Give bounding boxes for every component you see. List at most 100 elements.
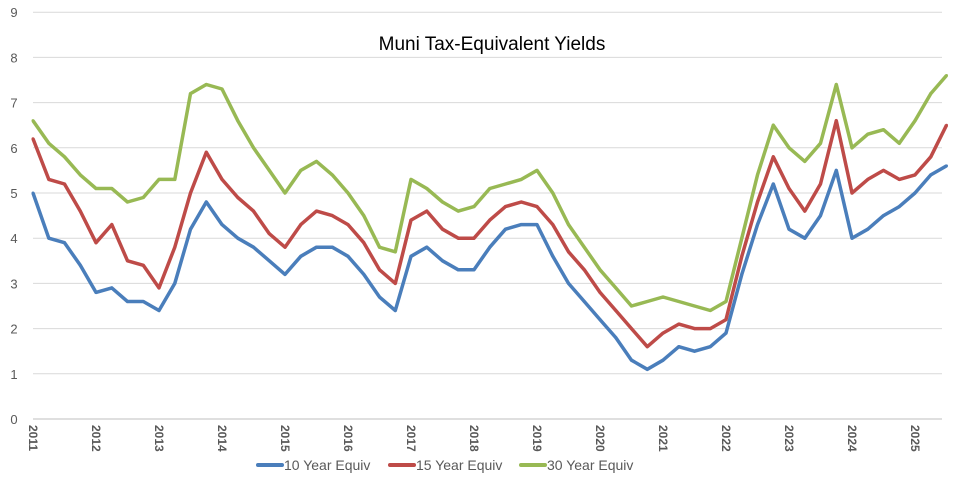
- legend-label: 10 Year Equiv: [284, 457, 370, 473]
- data-point: [220, 177, 224, 181]
- data-point: [456, 209, 460, 213]
- x-tick-label: 2022: [719, 425, 733, 452]
- data-point: [834, 119, 838, 123]
- data-point: [708, 345, 712, 349]
- data-point: [441, 200, 444, 204]
- data-point: [425, 245, 429, 249]
- data-point: [315, 209, 318, 213]
- data-point: [78, 209, 82, 213]
- data-point: [551, 223, 555, 227]
- data-point: [850, 191, 854, 195]
- data-point: [94, 186, 98, 190]
- y-tick-label: 7: [10, 96, 17, 111]
- data-point: [141, 196, 145, 200]
- data-point: [362, 272, 366, 276]
- data-point: [157, 309, 161, 313]
- data-point: [78, 173, 82, 177]
- data-point: [504, 227, 507, 231]
- data-point: [819, 141, 822, 145]
- data-point: [630, 304, 633, 308]
- data-point: [645, 345, 649, 349]
- data-point: [157, 286, 161, 290]
- data-point: [299, 223, 303, 227]
- data-point: [488, 218, 492, 222]
- data-point: [504, 205, 507, 209]
- data-point: [693, 304, 696, 308]
- data-point: [425, 209, 429, 213]
- data-point: [850, 236, 854, 240]
- data-point: [472, 236, 476, 240]
- data-point: [393, 250, 397, 254]
- data-point: [189, 191, 192, 195]
- data-point: [866, 177, 870, 181]
- data-point: [441, 227, 444, 231]
- data-point: [661, 358, 665, 362]
- data-point: [283, 245, 287, 249]
- data-point: [771, 182, 775, 186]
- data-point: [425, 186, 429, 190]
- x-tick-label: 2012: [89, 425, 103, 452]
- data-point: [47, 141, 51, 145]
- data-point: [567, 223, 570, 227]
- data-point: [78, 263, 82, 267]
- data-point: [63, 241, 66, 245]
- data-point: [409, 177, 413, 181]
- data-point: [803, 159, 807, 163]
- data-point: [141, 263, 145, 267]
- data-point: [126, 299, 129, 303]
- data-point: [393, 281, 397, 285]
- data-point: [787, 146, 791, 150]
- data-point: [346, 223, 350, 227]
- data-point: [913, 119, 917, 123]
- data-point: [409, 254, 413, 258]
- data-point: [567, 281, 570, 285]
- data-point: [456, 268, 460, 272]
- x-tick-label: 2011: [26, 425, 40, 451]
- data-point: [756, 173, 759, 177]
- x-tick-label: 2017: [404, 425, 418, 452]
- data-point: [456, 236, 460, 240]
- data-point: [677, 299, 681, 303]
- data-point: [850, 146, 854, 150]
- data-point: [819, 182, 822, 186]
- data-point: [173, 177, 177, 181]
- x-tick-label: 2023: [782, 425, 796, 452]
- x-tick-label: 2025: [908, 425, 922, 452]
- data-point: [551, 254, 555, 258]
- data-point: [645, 299, 649, 303]
- data-point: [346, 254, 350, 258]
- data-point: [630, 327, 633, 331]
- x-tick-label: 2024: [845, 425, 859, 452]
- data-point: [945, 123, 948, 127]
- data-point: [330, 173, 334, 177]
- data-point: [63, 182, 66, 186]
- data-point: [535, 205, 539, 209]
- data-point: [929, 92, 933, 96]
- y-tick-label: 6: [10, 141, 17, 156]
- data-point: [913, 173, 917, 177]
- x-tick-label: 2018: [467, 425, 481, 452]
- data-point: [362, 214, 366, 218]
- data-point: [299, 254, 303, 258]
- series-line-10yr: [31, 164, 948, 372]
- data-point: [598, 268, 602, 272]
- data-point: [897, 205, 901, 209]
- data-point: [267, 168, 271, 172]
- data-point: [945, 73, 948, 77]
- data-point: [598, 318, 602, 322]
- y-tick-label: 1: [10, 367, 17, 382]
- data-point: [31, 119, 35, 123]
- data-point: [913, 191, 917, 195]
- y-tick-label: 8: [10, 50, 17, 65]
- data-point: [173, 245, 177, 249]
- y-tick-label: 2: [10, 322, 17, 337]
- data-point: [220, 87, 224, 91]
- series-lines: [31, 73, 949, 372]
- data-point: [488, 186, 492, 190]
- data-point: [740, 272, 744, 276]
- data-point: [756, 223, 759, 227]
- x-tick-label: 2019: [530, 425, 544, 452]
- data-point: [110, 186, 114, 190]
- data-point: [157, 177, 161, 181]
